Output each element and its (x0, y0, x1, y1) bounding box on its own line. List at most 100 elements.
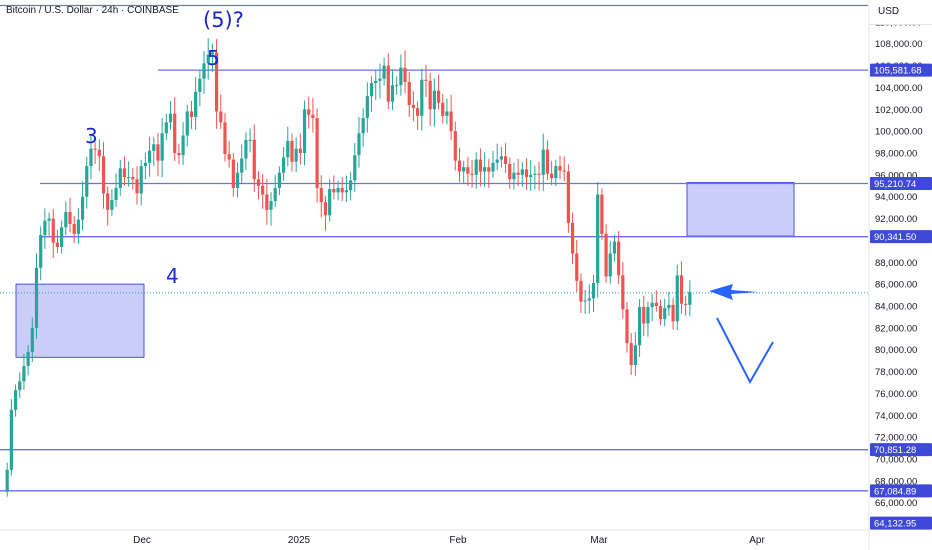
candle-body (219, 111, 223, 123)
candle-body (55, 242, 60, 247)
candle-body (658, 305, 663, 320)
candle-body (667, 304, 671, 309)
candle-body (127, 177, 131, 179)
candle-body (470, 173, 474, 175)
y-tick-label-18: 104,000.00 (875, 83, 923, 94)
candle-body (625, 309, 629, 344)
grid-layer: 66,000.00 68,000.00 70,000.00 72,000.00 74,0… (875, 17, 923, 509)
candle-body (361, 118, 365, 134)
candle-body (173, 113, 177, 153)
projection-v-drawing[interactable] (716, 317, 774, 385)
wave-label-5[interactable]: 5 (207, 46, 220, 70)
candle-body (533, 173, 537, 175)
y-tick-label-17: 102,000.00 (875, 105, 923, 116)
candles-layer (5, 38, 692, 497)
candle-body (139, 166, 143, 194)
candle-body (395, 85, 399, 87)
y-tick-label-15: 98,000.00 (875, 148, 917, 159)
candle-body (34, 267, 39, 328)
candle-body (332, 189, 336, 193)
level-label-0: 105,581.68 (874, 66, 922, 77)
candle-body (478, 159, 483, 172)
candle-body (436, 90, 441, 103)
candle-body (512, 172, 516, 180)
candle-body (633, 345, 637, 365)
candle-body (240, 158, 244, 173)
candle-body (181, 135, 185, 156)
candle-body (621, 275, 625, 310)
zone-box-1[interactable] (686, 181, 795, 237)
candle-body (143, 162, 147, 167)
candle-body (457, 160, 462, 172)
candle-body (349, 180, 353, 191)
candle-body (315, 118, 319, 188)
candle-body (93, 148, 97, 150)
candle-body (575, 253, 579, 281)
wave-label-3[interactable]: 3 (85, 124, 98, 148)
chart-title: Bitcoin / U.S. Dollar · 24h · COINBASE (6, 5, 179, 16)
candle-body (445, 111, 449, 116)
candle-body (122, 168, 127, 178)
candle-body (587, 298, 591, 301)
candle-body (550, 173, 554, 179)
candle-body (646, 307, 650, 324)
candle-body (18, 381, 22, 391)
candle-body (399, 67, 403, 86)
candle-body (344, 190, 349, 193)
candle-body (637, 307, 642, 346)
candle-body (294, 148, 298, 162)
candle-body (269, 201, 273, 210)
candle-body (382, 65, 386, 79)
candle-body (68, 212, 72, 225)
candle-body (273, 187, 277, 202)
level-label-3: 70,851.28 (874, 445, 916, 456)
y-tick-label-11: 88,000.00 (875, 258, 917, 269)
candle-body (323, 202, 328, 216)
arrow-left-icon[interactable] (709, 284, 758, 300)
candle-body (453, 131, 457, 161)
candle-body (583, 300, 587, 302)
candle-body (558, 166, 562, 171)
candle-body (629, 343, 633, 365)
candle-body (591, 283, 596, 299)
candle-body (13, 390, 18, 410)
candle-body (570, 222, 575, 254)
y-tick-label-5: 76,000.00 (875, 389, 917, 400)
candle-body (252, 139, 256, 180)
wave-label-5-alt[interactable]: (5)? (203, 8, 244, 32)
candle-body (663, 308, 667, 320)
candle-body (9, 409, 13, 470)
candle-body (491, 162, 495, 172)
level-label-2: 90,341.50 (874, 232, 916, 243)
candle-body (365, 96, 369, 119)
currency-button[interactable]: USD (870, 0, 932, 25)
wave-label-4[interactable]: 4 (166, 264, 179, 288)
candle-body (235, 172, 240, 188)
candle-body (596, 194, 600, 284)
candle-body (374, 80, 378, 84)
candle-body (47, 218, 51, 221)
candle-body (566, 171, 570, 223)
candle-body (369, 83, 374, 97)
candle-body (231, 159, 235, 188)
candle-body (679, 275, 684, 304)
candle-body (441, 102, 445, 116)
candle-body (198, 78, 202, 92)
candle-body (43, 220, 47, 235)
candle-body (131, 177, 135, 180)
y-tick-label-20: 108,000.00 (875, 39, 923, 50)
candle-body (642, 307, 646, 324)
candle-body (210, 52, 214, 55)
x-tick-label-3: Mar (590, 535, 608, 546)
candle-body (202, 63, 206, 79)
candle-body (194, 91, 198, 117)
candle-body (524, 169, 529, 178)
candle-body (101, 156, 106, 194)
y-tick-label-13: 94,000.00 (875, 192, 917, 203)
candle-body (541, 149, 545, 175)
y-tick-label-7: 80,000.00 (875, 345, 917, 356)
candle-body (328, 189, 332, 216)
y-tick-label-10: 86,000.00 (875, 280, 917, 291)
